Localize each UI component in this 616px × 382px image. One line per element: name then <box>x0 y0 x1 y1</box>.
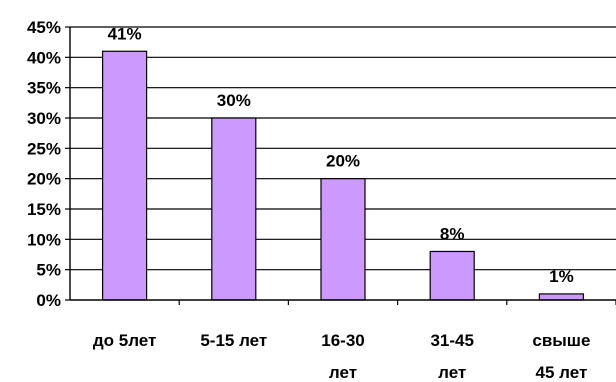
x-tick-label-line: 5-15 лет <box>200 331 267 350</box>
x-tick-label: 5-15 лет <box>200 331 267 350</box>
y-tick-label: 30% <box>27 109 61 128</box>
data-label: 1% <box>549 267 574 286</box>
x-tick-label-line: 16-30 <box>321 331 364 350</box>
data-label: 20% <box>326 152 360 171</box>
bar <box>320 178 366 301</box>
y-tick-label: 45% <box>27 18 61 37</box>
data-label: 41% <box>108 24 142 43</box>
y-tick-label: 5% <box>36 261 61 280</box>
bar <box>429 250 475 301</box>
bar <box>211 117 257 301</box>
axes <box>65 26 616 305</box>
y-tick-label: 15% <box>27 200 61 219</box>
y-tick-label: 40% <box>27 48 61 67</box>
y-tick-label: 25% <box>27 139 61 158</box>
x-tick-label-line: до 5лет <box>93 331 156 350</box>
x-tick-labels: до 5лет 5-15 лет 16-30 лет 31-45 лет свыше 45 л… <box>93 331 591 382</box>
bar <box>538 293 585 301</box>
x-tick-label: 31-45 лет <box>430 331 473 382</box>
x-tick-label-line: 45 лет <box>536 363 588 382</box>
x-tick-label: свыше 45 лет <box>532 331 590 382</box>
data-labels: 41% 30% 20% 8% 1% <box>108 24 574 286</box>
x-tick-label: до 5лет <box>93 331 156 350</box>
x-tick-label-line: свыше <box>532 331 590 350</box>
y-tick-label: 20% <box>27 170 61 189</box>
y-tick-labels: 0% 5% 10% 15% 20% 25% 30% 35% 40% 45% <box>27 18 61 310</box>
y-tick-label: 35% <box>27 79 61 98</box>
y-tick-label: 0% <box>36 291 61 310</box>
x-tick-label-line: 31-45 <box>430 331 473 350</box>
bars <box>101 50 585 301</box>
data-label: 8% <box>440 224 465 243</box>
bar <box>101 50 148 301</box>
x-tick-label-line: лет <box>329 363 357 382</box>
gridlines <box>70 26 616 271</box>
x-tick-label-line: лет <box>438 363 466 382</box>
data-label: 30% <box>217 91 251 110</box>
y-tick-label: 10% <box>27 230 61 249</box>
x-tick-label: 16-30 лет <box>321 331 364 382</box>
